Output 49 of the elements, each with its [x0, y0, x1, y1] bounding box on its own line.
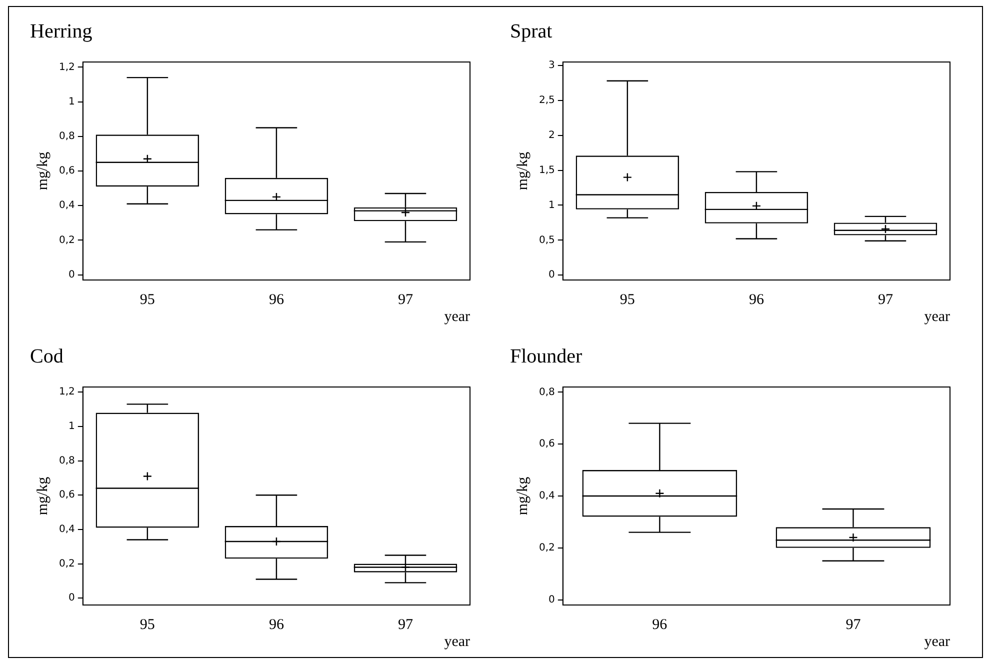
chart-title: Flounder — [510, 345, 583, 368]
x-tick-label: 95 — [140, 292, 155, 308]
x-axis-title: year — [444, 308, 470, 325]
x-tick-label: 96 — [268, 616, 284, 633]
x-axis-title: year — [444, 634, 470, 650]
y-tick-label: 1,5 — [538, 164, 555, 176]
y-tick-label: 0 — [68, 269, 75, 280]
x-tick-label: 97 — [398, 616, 414, 633]
y-tick-label: 0,4 — [58, 524, 75, 536]
chart-title: Sprat — [510, 20, 553, 42]
y-tick-label: 0,8 — [58, 455, 75, 466]
y-tick-label: 0,8 — [538, 386, 555, 398]
y-axis-title: mg/kg — [34, 151, 51, 190]
x-tick-label: 97 — [878, 292, 894, 308]
y-axis-title: mg/kg — [514, 151, 531, 190]
chart-title: Herring — [30, 20, 92, 42]
y-axis-title: mg/kg — [34, 476, 51, 516]
y-tick-label: 0 — [548, 594, 555, 606]
y-tick-label: 0,6 — [58, 490, 75, 501]
y-axis-title: mg/kg — [514, 476, 531, 516]
y-tick-label: 1,2 — [58, 386, 75, 398]
y-tick-label: 0 — [68, 592, 75, 604]
y-tick-label: 2 — [548, 130, 555, 141]
y-tick-label: 1 — [68, 421, 75, 432]
x-tick-label: 96 — [268, 292, 284, 308]
y-tick-label: 2,5 — [538, 95, 555, 106]
y-tick-label: 0,6 — [58, 166, 75, 177]
y-tick-label: 1 — [68, 96, 75, 108]
y-tick-label: 0,2 — [538, 542, 555, 554]
y-tick-label: 0,2 — [58, 558, 75, 570]
x-tick-label: 95 — [620, 292, 635, 308]
y-tick-label: 0 — [548, 270, 555, 281]
y-tick-label: 1 — [548, 200, 555, 211]
x-axis-title: year — [924, 634, 950, 650]
y-tick-label: 0,2 — [58, 234, 75, 246]
x-tick-label: 95 — [140, 616, 155, 633]
y-tick-label: 0,5 — [538, 234, 555, 246]
y-tick-label: 0,8 — [58, 130, 75, 142]
y-tick-label: 0,4 — [58, 200, 75, 212]
x-tick-label: 97 — [846, 616, 862, 633]
x-axis-title: year — [924, 308, 950, 325]
x-tick-label: 96 — [652, 616, 668, 633]
x-tick-label: 96 — [748, 292, 764, 308]
chart-title: Cod — [30, 345, 64, 368]
y-tick-label: 1,2 — [58, 62, 75, 73]
y-tick-label: 0,6 — [538, 438, 555, 450]
x-tick-label: 97 — [398, 292, 414, 308]
y-tick-label: 0,4 — [538, 490, 555, 502]
y-tick-label: 3 — [548, 60, 555, 72]
